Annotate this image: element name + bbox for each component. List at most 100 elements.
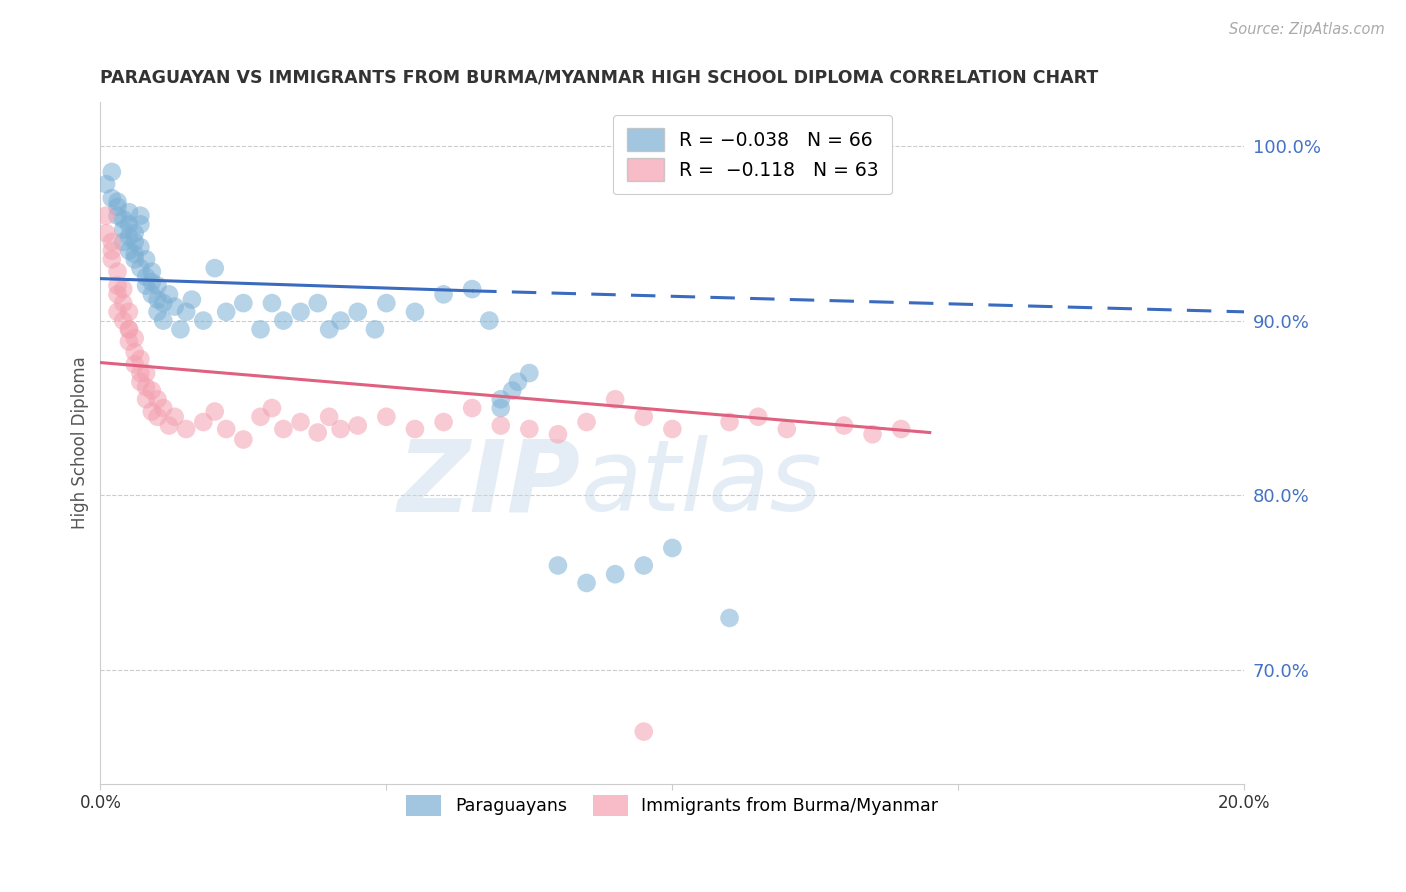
Point bbox=[461, 401, 484, 415]
Point bbox=[146, 278, 169, 293]
Point bbox=[146, 293, 169, 307]
Text: Source: ZipAtlas.com: Source: ZipAtlas.com bbox=[1229, 22, 1385, 37]
Legend: Paraguayans, Immigrants from Burma/Myanmar: Paraguayans, Immigrants from Burma/Myanm… bbox=[399, 788, 945, 823]
Point bbox=[547, 558, 569, 573]
Point bbox=[146, 392, 169, 407]
Point bbox=[94, 177, 117, 191]
Point bbox=[249, 322, 271, 336]
Point bbox=[307, 296, 329, 310]
Point bbox=[141, 287, 163, 301]
Point bbox=[141, 404, 163, 418]
Point bbox=[101, 252, 124, 267]
Point bbox=[249, 409, 271, 424]
Point bbox=[94, 209, 117, 223]
Point bbox=[718, 611, 741, 625]
Point bbox=[547, 427, 569, 442]
Point bbox=[129, 209, 152, 223]
Point bbox=[118, 218, 141, 232]
Point bbox=[489, 418, 512, 433]
Point bbox=[141, 265, 163, 279]
Point bbox=[307, 425, 329, 440]
Y-axis label: High School Diploma: High School Diploma bbox=[72, 357, 89, 529]
Point bbox=[118, 322, 141, 336]
Point bbox=[375, 296, 398, 310]
Point bbox=[517, 422, 540, 436]
Point bbox=[112, 235, 135, 249]
Point bbox=[501, 384, 523, 398]
Point bbox=[605, 392, 627, 407]
Point bbox=[174, 305, 197, 319]
Point bbox=[146, 409, 169, 424]
Point bbox=[260, 401, 283, 415]
Point bbox=[506, 375, 529, 389]
Point bbox=[129, 366, 152, 380]
Point bbox=[112, 296, 135, 310]
Point bbox=[124, 357, 146, 371]
Point bbox=[862, 427, 884, 442]
Point bbox=[118, 322, 141, 336]
Point bbox=[215, 305, 238, 319]
Point bbox=[633, 558, 655, 573]
Point bbox=[174, 422, 197, 436]
Point bbox=[180, 293, 202, 307]
Text: atlas: atlas bbox=[581, 435, 823, 533]
Point bbox=[232, 433, 254, 447]
Text: ZIP: ZIP bbox=[398, 435, 581, 533]
Point bbox=[118, 229, 141, 244]
Point bbox=[575, 576, 598, 591]
Point bbox=[575, 415, 598, 429]
Point bbox=[118, 305, 141, 319]
Point bbox=[204, 404, 226, 418]
Point bbox=[124, 235, 146, 249]
Point bbox=[489, 401, 512, 415]
Point bbox=[135, 269, 157, 284]
Point bbox=[776, 422, 799, 436]
Point bbox=[112, 222, 135, 236]
Point bbox=[124, 247, 146, 261]
Point bbox=[605, 567, 627, 582]
Point bbox=[329, 313, 352, 327]
Point bbox=[107, 278, 129, 293]
Text: PARAGUAYAN VS IMMIGRANTS FROM BURMA/MYANMAR HIGH SCHOOL DIPLOMA CORRELATION CHAR: PARAGUAYAN VS IMMIGRANTS FROM BURMA/MYAN… bbox=[100, 69, 1098, 87]
Point bbox=[129, 218, 152, 232]
Point bbox=[364, 322, 387, 336]
Point bbox=[404, 422, 426, 436]
Point bbox=[193, 415, 215, 429]
Point bbox=[318, 409, 340, 424]
Point bbox=[124, 252, 146, 267]
Point bbox=[489, 392, 512, 407]
Point bbox=[517, 366, 540, 380]
Point bbox=[169, 322, 191, 336]
Point bbox=[404, 305, 426, 319]
Point bbox=[273, 422, 295, 436]
Point bbox=[346, 418, 368, 433]
Point bbox=[129, 261, 152, 276]
Point bbox=[718, 415, 741, 429]
Point bbox=[118, 334, 141, 349]
Point bbox=[112, 313, 135, 327]
Point bbox=[107, 194, 129, 209]
Point bbox=[832, 418, 855, 433]
Point bbox=[163, 300, 186, 314]
Point bbox=[290, 415, 312, 429]
Point bbox=[633, 724, 655, 739]
Point bbox=[107, 200, 129, 214]
Point bbox=[101, 235, 124, 249]
Point bbox=[129, 240, 152, 254]
Point bbox=[747, 409, 769, 424]
Point bbox=[661, 422, 683, 436]
Point bbox=[152, 313, 174, 327]
Point bbox=[129, 352, 152, 367]
Point bbox=[204, 261, 226, 276]
Point bbox=[461, 282, 484, 296]
Point bbox=[112, 282, 135, 296]
Point bbox=[141, 384, 163, 398]
Point bbox=[152, 401, 174, 415]
Point bbox=[163, 409, 186, 424]
Point bbox=[157, 418, 180, 433]
Point bbox=[318, 322, 340, 336]
Point bbox=[152, 296, 174, 310]
Point bbox=[135, 366, 157, 380]
Point bbox=[141, 275, 163, 289]
Point bbox=[118, 244, 141, 258]
